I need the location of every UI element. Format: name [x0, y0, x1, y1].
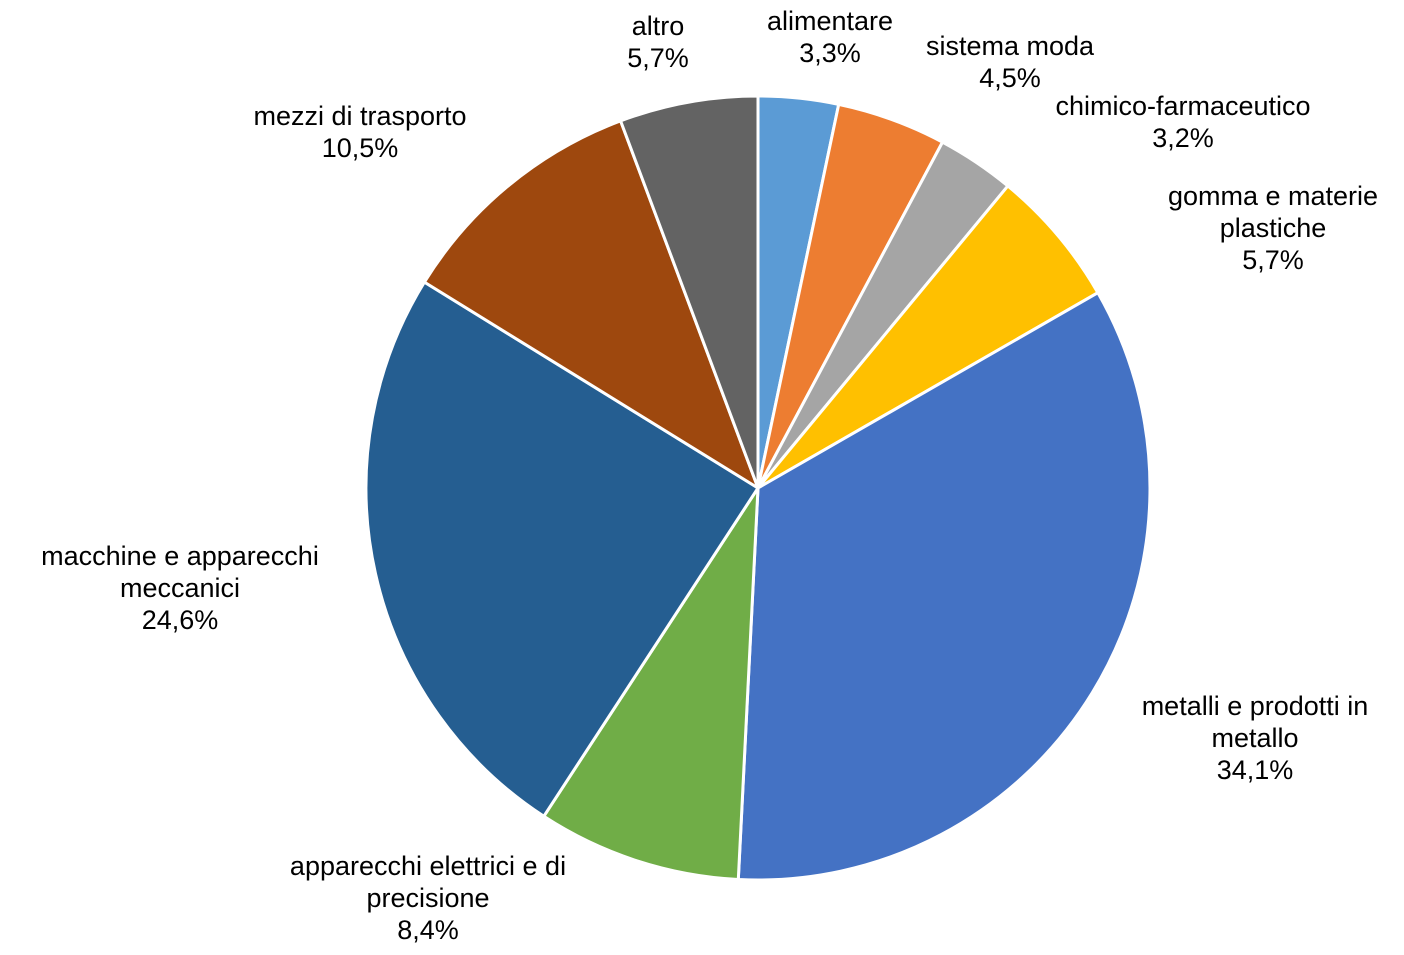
pie-slices [364, 94, 1152, 882]
pie-slice [756, 184, 1100, 490]
slice-data-label: sistema moda 4,5% [926, 31, 1095, 93]
slice-data-label: metalli e prodotti in metallo 34,1% [1142, 691, 1369, 785]
slice-data-label: mezzi di trasporto 10,5% [253, 101, 466, 163]
slice-category-text: apparecchi elettrici e di [290, 851, 566, 881]
slice-value-text: 24,6% [142, 605, 219, 635]
slice-value-text: 3,2% [1152, 123, 1214, 153]
pie-slice [736, 291, 1152, 882]
slice-category-text: macchine e apparecchi [41, 541, 319, 571]
slice-category-text: altro [632, 11, 685, 41]
slice-value-text: 5,7% [1242, 245, 1304, 275]
slice-value-text: 34,1% [1217, 755, 1294, 785]
slice-category-text: metalli e prodotti in [1142, 691, 1369, 721]
pie-slice [542, 486, 760, 881]
slice-category-text: metallo [1211, 723, 1298, 753]
slice-data-label: chimico-farmaceutico 3,2% [1055, 91, 1310, 153]
slice-data-label: altro 5,7% [627, 11, 689, 73]
slice-category-text: sistema moda [926, 31, 1095, 61]
slice-category-text: plastiche [1220, 213, 1327, 243]
slice-data-label: gomma e materie plastiche 5,7% [1168, 181, 1378, 275]
slice-category-text: mezzi di trasporto [253, 101, 466, 131]
slice-value-text: 4,5% [979, 63, 1041, 93]
pie-slice [422, 119, 760, 490]
slice-data-label: apparecchi elettrici e di precisione 8,4% [290, 851, 566, 945]
slice-category-text: alimentare [767, 6, 893, 36]
slice-category-text: chimico-farmaceutico [1055, 91, 1310, 121]
pie-slice [364, 280, 760, 818]
slice-data-label: alimentare 3,3% [767, 6, 893, 68]
slice-value-text: 8,4% [397, 915, 459, 945]
slice-value-text: 5,7% [627, 43, 689, 73]
slice-category-text: gomma e materie [1168, 181, 1378, 211]
slice-category-text: precisione [366, 883, 489, 913]
slice-category-text: meccanici [120, 573, 240, 603]
slice-data-label: macchine e apparecchi meccanici 24,6% [41, 541, 319, 635]
pie-slice [619, 94, 760, 490]
pie-labels: alimentare 3,3% sistema moda 4,5%chimico-fa… [41, 6, 1378, 945]
slice-value-text: 3,3% [799, 38, 861, 68]
slice-value-text: 10,5% [322, 133, 399, 163]
